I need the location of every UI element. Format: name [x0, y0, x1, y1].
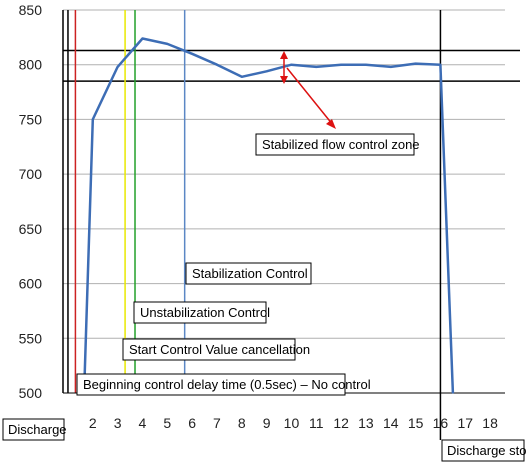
svg-text:Stabilization Control: Stabilization Control [192, 266, 308, 281]
series-line [82, 37, 455, 394]
data-point [116, 66, 119, 68]
data-point [439, 63, 442, 66]
svg-text:Stabilized flow control zone: Stabilized flow control zone [262, 137, 420, 152]
data-point [141, 37, 144, 40]
stabilized-zone-arrow [280, 51, 336, 129]
x-tick-label: 4 [139, 415, 147, 431]
x-tick-label: 11 [309, 415, 324, 431]
y-tick-label: 750 [19, 111, 43, 127]
control-band [63, 49, 520, 82]
data-point [265, 70, 268, 73]
y-tick-labels: 500 550 600 650 700 750 800 850 [19, 2, 43, 401]
vertical-markers [67, 10, 442, 440]
label-stabilized-zone: Stabilized flow control zone [255, 133, 420, 156]
data-point [315, 66, 318, 68]
label-unstabilization-control: Unstabilization Control [133, 301, 270, 324]
svg-text:Discharge: Discharge [8, 422, 67, 437]
x-tick-label: 8 [238, 415, 246, 431]
svg-text:Unstabilization Control: Unstabilization Control [140, 305, 270, 320]
x-tick-label: 13 [358, 415, 374, 431]
y-tick-label: 700 [19, 166, 43, 182]
data-point [240, 75, 243, 78]
svg-text:Beginning control delay time (: Beginning control delay time (0.5sec) – … [83, 377, 371, 392]
x-tick-label: 14 [383, 415, 399, 431]
x-tick-label: 9 [263, 415, 271, 431]
label-start-control: Start Control Value cancellation [122, 338, 310, 361]
y-tick-label: 550 [19, 330, 43, 346]
data-point [191, 52, 193, 55]
x-tick-label: 16 [433, 415, 449, 431]
x-tick-label: 2 [89, 415, 97, 431]
x-tick-label: 3 [114, 415, 122, 431]
data-point [340, 63, 342, 66]
svg-text:Start Control Value cancellati: Start Control Value cancellation [129, 342, 310, 357]
svg-text:Discharge stop: Discharge stop [447, 443, 527, 458]
x-tick-label: 15 [408, 415, 424, 431]
y-tick-label: 500 [19, 385, 43, 401]
label-stabilization-control: Stabilization Control [185, 262, 312, 285]
y-tick-label: 650 [19, 221, 43, 237]
y-tick-label: 600 [19, 276, 43, 292]
x-tick-label: 12 [333, 415, 349, 431]
data-point [414, 62, 417, 65]
data-point [365, 63, 367, 66]
label-discharge-stop: Discharge stop [441, 439, 527, 462]
x-tick-label: 7 [213, 415, 221, 431]
data-point [91, 118, 94, 121]
data-point [389, 66, 392, 68]
data-point [290, 63, 293, 66]
x-tick-label: 10 [284, 415, 300, 431]
data-point [166, 43, 169, 45]
data-point [452, 392, 454, 394]
x-tick-labels: 2 3 4 5 6 7 8 9 10 11 12 13 14 15 16 17 18 [89, 415, 498, 431]
label-beginning-delay: Beginning control delay time (0.5sec) – … [76, 373, 371, 396]
y-tick-label: 850 [19, 2, 43, 18]
label-discharge: Discharge [2, 418, 67, 441]
x-tick-label: 18 [482, 415, 498, 431]
x-tick-label: 6 [188, 415, 196, 431]
data-point [216, 63, 218, 66]
y-tick-label: 800 [19, 57, 43, 73]
x-tick-label: 17 [457, 415, 473, 431]
x-tick-label: 5 [163, 415, 171, 431]
